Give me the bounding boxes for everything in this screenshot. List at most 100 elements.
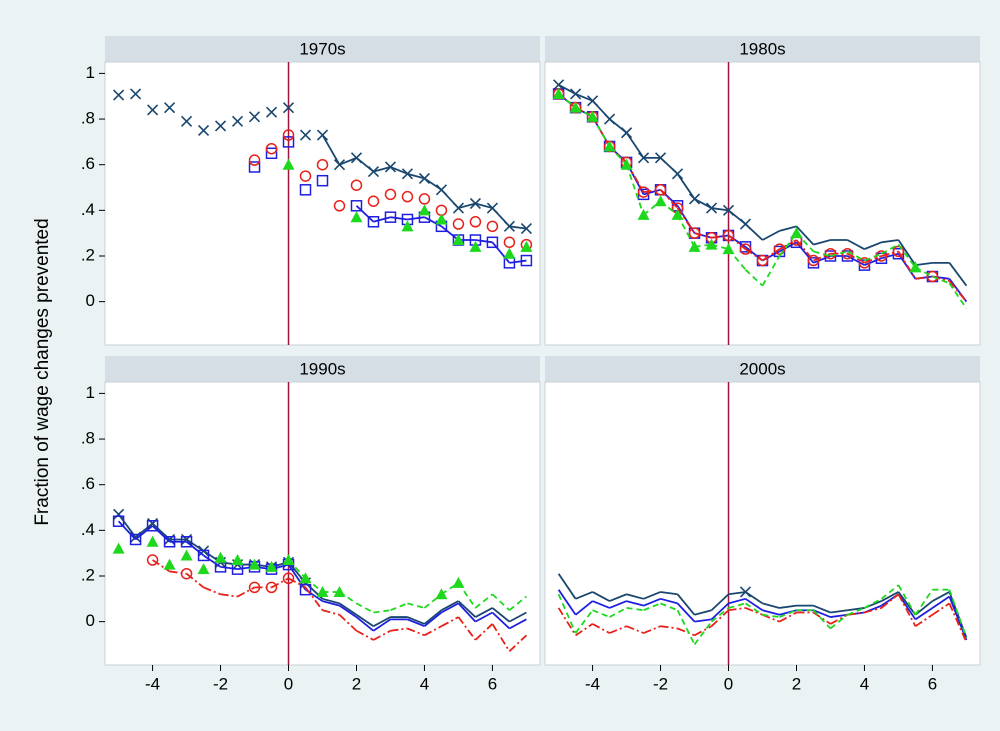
series-segment [440,582,459,595]
series-segment [915,275,933,280]
marker-x [486,202,498,214]
series-segment [390,627,408,632]
series-segment [475,239,493,244]
series-segment [914,607,933,621]
plot-area [104,61,541,346]
marker-triangle [569,101,582,113]
y-tick-label: .4 [81,520,95,539]
series-segment [762,602,780,609]
series-segment [355,205,375,223]
series-segment [728,607,746,612]
series-segment [322,609,340,616]
x-tick-label: -4 [585,674,600,693]
marker-x [469,197,481,210]
x-tick-label: 6 [488,674,497,693]
marker-x [214,120,227,132]
marker-triangle [790,227,803,239]
series-segment [625,132,645,159]
series-segment [745,602,764,616]
series-segment [643,591,661,600]
series-segment [813,252,831,262]
series-segment [390,216,408,221]
marker-circle [180,567,193,580]
series-segment [813,604,831,614]
marker-triangle [299,572,312,584]
series-segment [676,609,696,645]
series-segment [338,604,357,618]
series-segment [169,570,187,575]
series-segment [592,600,610,609]
series-segment [897,584,917,616]
marker-triangle [316,585,329,597]
marker-triangle [654,195,667,207]
x-tick-label: 0 [284,674,293,693]
series-segment [557,593,577,634]
marker-triangle [350,211,363,223]
series-segment [897,239,917,266]
y-tick-label: .8 [81,109,95,128]
marker-circle [858,257,871,269]
marker-x [130,88,142,100]
series-segment [557,607,577,636]
y-tick-label: 0 [86,611,95,630]
marker-x [367,165,380,178]
marker-circle [146,554,159,566]
marker-circle [316,158,329,171]
series-segment [728,591,746,596]
marker-triangle [452,576,465,588]
x-tick-label: 6 [928,674,937,693]
marker-x [180,115,193,127]
series-segment [626,593,644,600]
marker-x [688,193,701,205]
series-segment [694,232,712,239]
panel-title: 1980s [739,39,785,58]
plot-area [104,381,541,666]
series-segment [407,216,425,221]
marker-x [722,204,735,216]
series-segment [779,225,797,232]
series-segment [390,166,408,175]
series-segment [390,602,408,612]
series-segment [373,216,391,223]
series-segment [779,239,797,250]
marker-x [604,113,616,125]
series-segment [779,611,797,623]
series-segment [710,593,730,611]
series-segment [407,602,425,609]
series-segment [745,607,763,616]
marker-triangle [146,535,159,547]
series-segment [881,239,899,244]
series-segment [914,614,933,627]
series-segment [457,602,477,623]
series-segment [441,616,459,627]
series-segment [744,269,764,287]
y-tick-label: 0 [86,291,95,310]
series-segment [509,225,527,230]
marker-triangle [282,554,295,566]
series-segment [948,596,968,641]
series-segment [813,239,831,246]
marker-circle [350,179,363,191]
series-segment [574,609,594,634]
x-tick-label: 4 [420,674,429,693]
series-segment [424,216,442,228]
series-segment [847,607,865,616]
series-segment [117,520,137,541]
marker-triangle [503,247,516,259]
series-segment [948,262,968,287]
series-segment [491,623,511,652]
series-segment [457,600,477,618]
marker-x [147,104,159,116]
marker-circle [452,218,465,230]
series-segment [795,225,815,246]
series-segment [830,609,848,614]
marker-triangle [333,585,346,597]
x-tick-label: 4 [860,674,869,693]
strip [545,36,980,62]
marker-triangle [197,563,210,575]
series-segment [676,602,696,623]
series-segment [440,225,460,241]
y-tick-label: 1 [86,383,95,402]
series-segment [373,629,391,641]
series-segment [710,602,730,621]
